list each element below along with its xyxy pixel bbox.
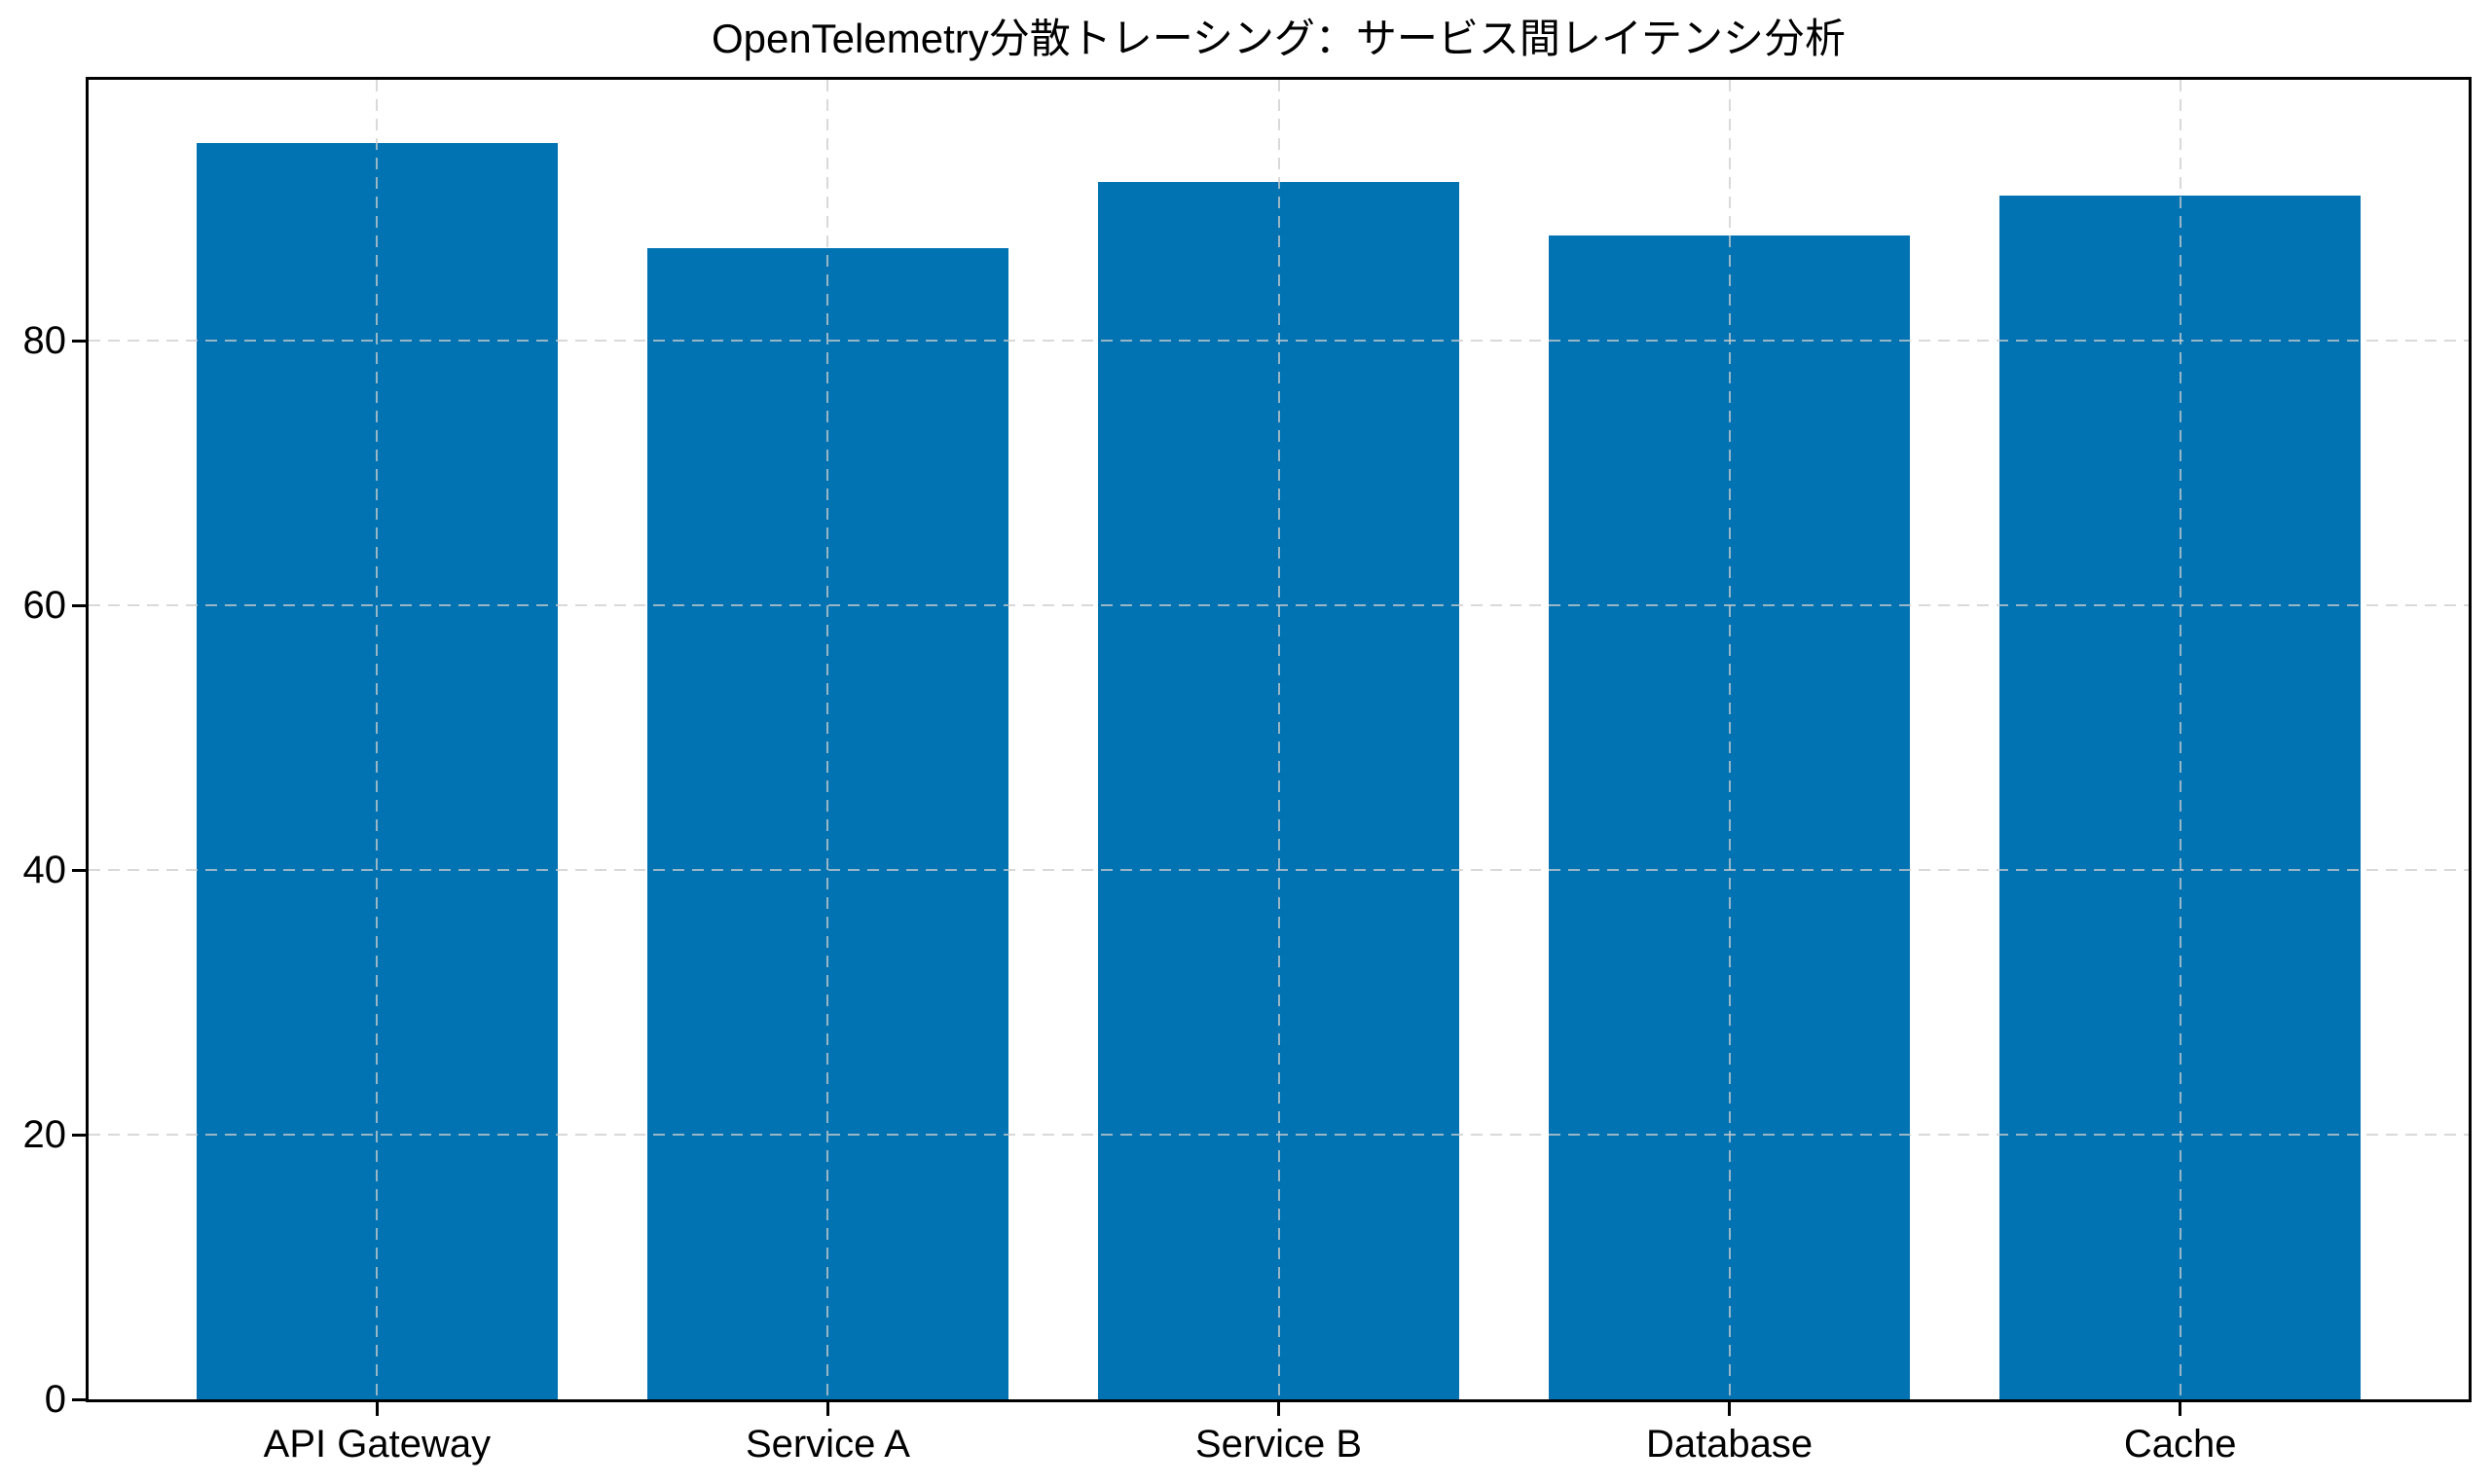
y-axis-tick-label: 20 [22,1113,67,1157]
bar [197,142,558,1399]
x-axis-tick-label: Service B [1194,1423,1363,1466]
x-axis-tick-label: Database [1645,1423,1814,1466]
x-tick-mark [1728,1402,1732,1416]
x-axis-tick-label: API Gateway [263,1423,492,1466]
y-tick-mark [72,1133,86,1137]
y-tick-mark [72,603,86,607]
x-tick-mark [825,1402,829,1416]
x-axis-tick-label: Service A [745,1423,910,1466]
y-tick-mark [72,339,86,343]
bar [647,248,1008,1399]
y-tick-mark [72,868,86,872]
plot-area [86,77,2472,1402]
y-axis-tick-label: 40 [22,849,67,892]
bar [1999,195,2361,1399]
x-axis-tick-label: Cache [2123,1423,2237,1466]
x-tick-mark [375,1402,379,1416]
bar [1549,235,1910,1399]
y-axis-tick-label: 60 [22,584,67,628]
x-tick-mark [1277,1402,1280,1416]
bars-layer [89,80,2469,1399]
bar [1098,182,1459,1399]
y-axis-tick-label: 80 [22,319,67,363]
y-axis-tick-label: 0 [44,1378,66,1421]
x-tick-mark [2179,1402,2182,1416]
chart-title: OpenTelemetry分散トレーシング：サービス間レイテンシ分析 [711,16,1847,61]
y-tick-mark [72,1397,86,1401]
